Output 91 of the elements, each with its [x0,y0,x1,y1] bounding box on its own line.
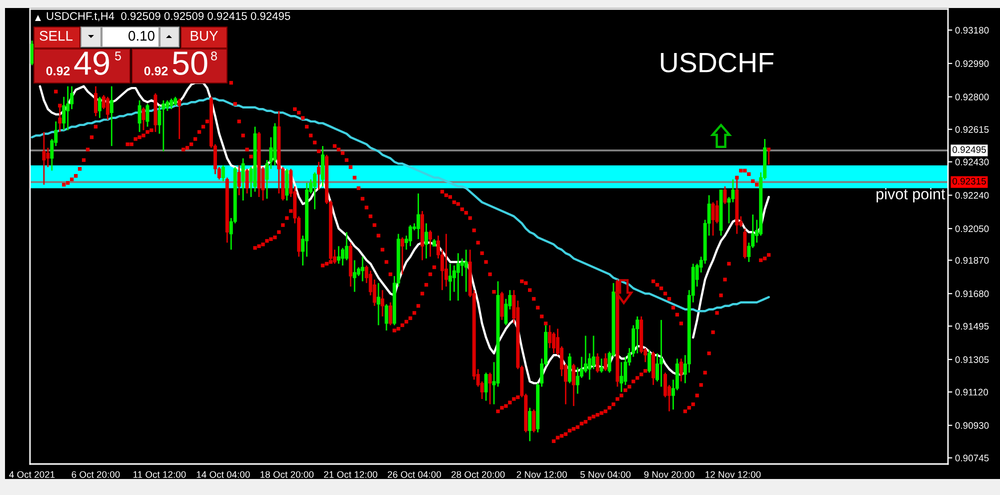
annotation: 0.92 [46,66,70,76]
x-tick-label: 5 Nov 04:00 [580,471,631,478]
candlestick [600,358,604,374]
y-tick-label: 0.90745 [955,454,989,462]
annotation: 49 [74,51,109,75]
candlestick [178,98,182,140]
candlestick [767,147,771,166]
candlestick [376,282,380,326]
y-tick-label: 0.92050 [955,225,989,232]
annotation: 5 [115,52,121,60]
annotation: BUY [190,31,218,41]
x-tick-label: 11 Oct 12:00 [133,471,186,478]
candlestick [313,172,317,210]
y-tick-label: 0.91120 [955,388,988,396]
y-tick-label: 0.91305 [955,356,989,363]
annotation: 0.10 [128,30,154,41]
candlestick [146,103,150,128]
candlestick [241,158,245,202]
candlestick [424,222,428,260]
y-tick-label: 0.91495 [955,322,989,330]
x-tick-label: 4 Oct 2021 [9,471,55,478]
candlestick [42,131,46,186]
candlestick [336,245,340,264]
y-tick-label: 0.92990 [955,60,989,67]
chart-subtitle: USDCHF.t,H4 0.92509 0.92509 0.92415 0.92495 [46,12,290,22]
y-tick-label: 0.92615 [955,126,989,133]
candlestick [340,247,344,266]
candlestick [723,186,727,205]
candlestick [572,363,576,407]
x-tick-label: 9 Nov 20:00 [644,471,694,478]
candlestick [98,96,102,119]
ref-line-label: 0.92495 [952,146,986,153]
ref-line-label: 0.92315 [952,178,986,185]
x-tick-label: 26 Oct 04:00 [388,471,441,478]
y-tick-label: 0.93180 [955,26,989,34]
y-tick-label: 0.92800 [955,94,989,100]
candlestick [408,224,412,247]
y-tick-label: 0.90930 [955,422,989,429]
y-tick-label: 0.91680 [955,290,989,298]
annotation: 0.92 [144,66,168,76]
candlestick [596,352,600,374]
candlestick [317,161,320,191]
candlestick [110,86,114,147]
y-tick-label: 0.92430 [955,158,989,166]
candlestick [221,164,225,182]
candlestick [660,319,663,388]
candlestick [352,260,356,293]
y-tick-label: 0.92240 [955,192,989,199]
line-series [30,97,770,312]
candlestick [94,86,98,117]
candlestick [648,349,652,374]
candlestick [106,96,110,120]
candlestick [66,86,70,131]
candlestick [532,408,536,434]
candlestick [380,289,384,318]
candlestick [138,100,142,133]
x-tick-label: 12 Nov 12:00 [706,471,761,478]
x-tick-label: 6 Oct 20:00 [72,471,120,478]
x-tick-label: 28 Oct 20:00 [451,471,505,478]
candlestick [456,252,460,302]
candlestick [170,98,174,110]
candlestick [428,230,432,258]
candlestick [679,358,683,382]
y-tick-label: 0.91870 [955,257,989,264]
candlestick [237,164,241,196]
candlestick [620,361,624,393]
candlestick [245,168,249,194]
candlestick [384,303,388,332]
candlestick [416,192,420,240]
annotation: 50 [172,51,208,75]
annotation: SELL [40,30,73,41]
x-tick-label: 21 Oct 12:00 [324,471,378,478]
x-tick-label: 18 Oct 20:00 [260,471,314,478]
candlestick [500,291,504,321]
candlestick [388,302,392,326]
candlestick [711,202,715,236]
band-label: pivot point [876,188,946,202]
annotation: 8 [211,52,217,60]
candlestick [636,316,640,354]
x-tick-label: 2 Nov 12:00 [516,471,567,478]
candlestick [528,407,532,442]
candlestick [46,147,50,168]
text: USDCHF [660,52,774,72]
candlestick [162,100,166,152]
candlestick [464,248,468,293]
candlestick [400,236,404,275]
candlestick [360,256,364,282]
candlestick [448,263,452,302]
candlestick [484,372,488,402]
candlestick [444,233,448,288]
x-tick-label: 14 Oct 04:00 [196,471,250,478]
